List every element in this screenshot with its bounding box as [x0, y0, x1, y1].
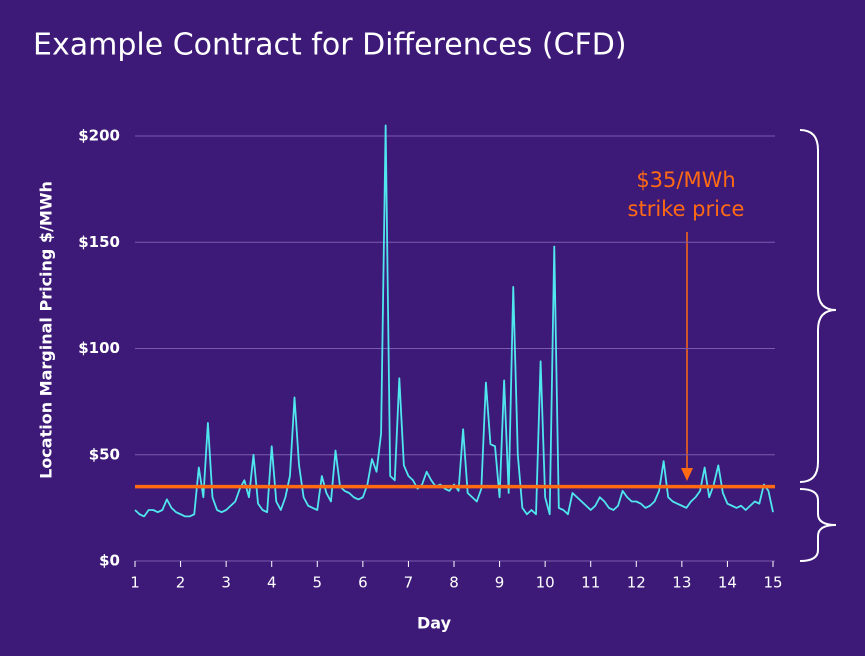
- x-tick-label: 15: [763, 574, 782, 592]
- y-tick-label: $0: [99, 552, 120, 570]
- x-tick-label: 8: [449, 574, 459, 592]
- x-tick-label: 13: [672, 574, 691, 592]
- x-axis-label: Day: [417, 614, 452, 633]
- x-tick-label: 6: [358, 574, 368, 592]
- brace: [799, 488, 837, 562]
- x-tick-label: 3: [221, 574, 231, 592]
- annotation: strike price: [628, 197, 745, 221]
- y-tick-label: $200: [78, 127, 120, 145]
- annotation: $35/MWh: [636, 168, 735, 192]
- x-tick-label: 14: [718, 574, 737, 592]
- y-tick-label: $50: [89, 445, 120, 463]
- x-tick-label: 7: [404, 574, 414, 592]
- x-tick-label: 11: [581, 574, 600, 592]
- x-tick-label: 10: [536, 574, 555, 592]
- y-tick-label: $150: [78, 233, 120, 251]
- chart-title: Example Contract for Differences (CFD): [33, 28, 627, 63]
- arrow-head: [681, 468, 693, 481]
- y-axis-label: Location Marginal Pricing $/MWh: [37, 181, 56, 479]
- y-tick-label: $100: [78, 339, 120, 357]
- x-tick-label: 4: [267, 574, 277, 592]
- x-tick-label: 2: [176, 574, 186, 592]
- x-tick-label: 12: [627, 574, 646, 592]
- brace: [799, 129, 837, 483]
- x-tick-label: 5: [313, 574, 323, 592]
- x-tick-label: 1: [130, 574, 140, 592]
- x-tick-label: 9: [495, 574, 505, 592]
